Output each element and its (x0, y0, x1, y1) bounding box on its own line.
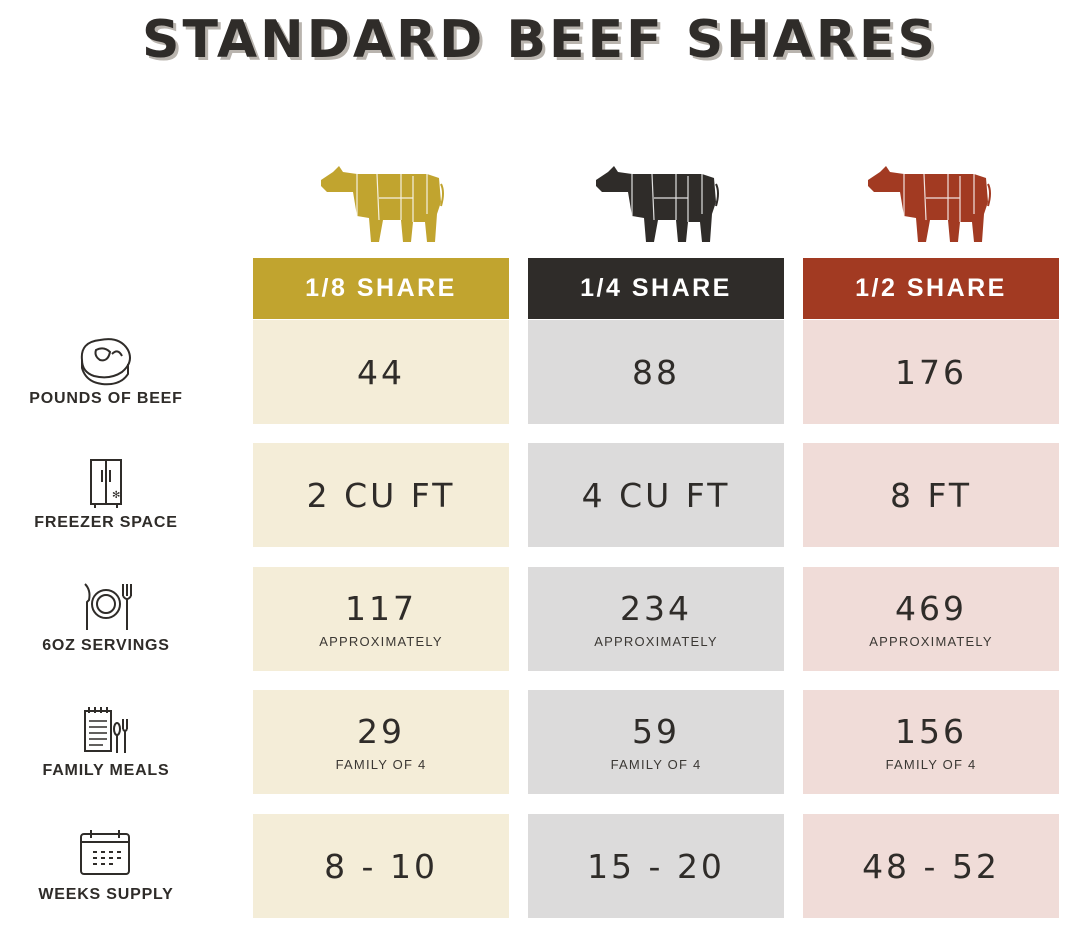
plate-cutlery-icon (84, 583, 132, 630)
column-header-half: 1/2 SHARE (803, 258, 1059, 319)
cow-icon-quarter (596, 166, 719, 242)
cow-icon-half (868, 166, 991, 242)
cell-subtext: FAMILY OF 4 (335, 757, 427, 772)
cell-subtext: FAMILY OF 4 (610, 757, 702, 772)
svg-text:✻: ✻ (112, 490, 120, 501)
calendar-icon (80, 830, 130, 875)
freezer-icon: ✻ (90, 459, 122, 508)
cell-value: 469 (895, 589, 967, 628)
value-cell: 117 APPROXIMATELY (253, 567, 509, 671)
cell-value: 8 - 10 (324, 846, 438, 886)
value-cell: 8 FT (803, 443, 1059, 547)
row-label-servings: 6OZ SERVINGS (42, 637, 170, 654)
value-cell: 59 FAMILY OF 4 (528, 690, 784, 794)
cell-subtext: APPROXIMATELY (319, 634, 443, 649)
value-cell: 8 - 10 (253, 814, 509, 918)
value-cell: 234 APPROXIMATELY (528, 567, 784, 671)
row-label-pounds: POUNDS OF BEEF (29, 390, 183, 407)
cell-value: 234 (620, 589, 692, 628)
cell-subtext: APPROXIMATELY (869, 634, 993, 649)
value-cell: 156 FAMILY OF 4 (803, 690, 1059, 794)
value-cell: 2 CU FT (253, 443, 509, 547)
cow-icon-eighth (321, 166, 444, 242)
cell-value: 8 FT (889, 475, 973, 515)
cell-value: 29 (357, 712, 405, 751)
column-header-eighth: 1/8 SHARE (253, 258, 509, 319)
cell-value: 15 - 20 (587, 846, 725, 886)
value-cell: 469 APPROXIMATELY (803, 567, 1059, 671)
cell-value: 44 (357, 352, 405, 392)
value-cell: 176 (803, 320, 1059, 424)
value-cell: 44 (253, 320, 509, 424)
row-label-weeks: WEEKS SUPPLY (38, 886, 174, 903)
cell-value: 59 (632, 712, 680, 751)
cell-subtext: FAMILY OF 4 (885, 757, 977, 772)
cell-value: 4 CU FT (581, 475, 731, 515)
cell-value: 2 CU FT (306, 475, 456, 515)
value-cell: 29 FAMILY OF 4 (253, 690, 509, 794)
cell-value: 156 (895, 712, 967, 751)
cell-value: 48 - 52 (862, 846, 1000, 886)
column-header-quarter: 1/4 SHARE (528, 258, 784, 319)
steak-icon (80, 338, 131, 386)
value-cell: 48 - 52 (803, 814, 1059, 918)
menu-cutlery-icon (84, 707, 128, 753)
page-title: STANDARD BEEF SHARES (142, 10, 938, 70)
row-label-freezer: FREEZER SPACE (34, 514, 178, 531)
cell-value: 88 (632, 352, 680, 392)
value-cell: 88 (528, 320, 784, 424)
cell-subtext: APPROXIMATELY (594, 634, 718, 649)
cell-value: 117 (345, 589, 417, 628)
row-label-meals: FAMILY MEALS (42, 762, 170, 779)
cell-value: 176 (895, 352, 967, 392)
value-cell: 15 - 20 (528, 814, 784, 918)
value-cell: 4 CU FT (528, 443, 784, 547)
